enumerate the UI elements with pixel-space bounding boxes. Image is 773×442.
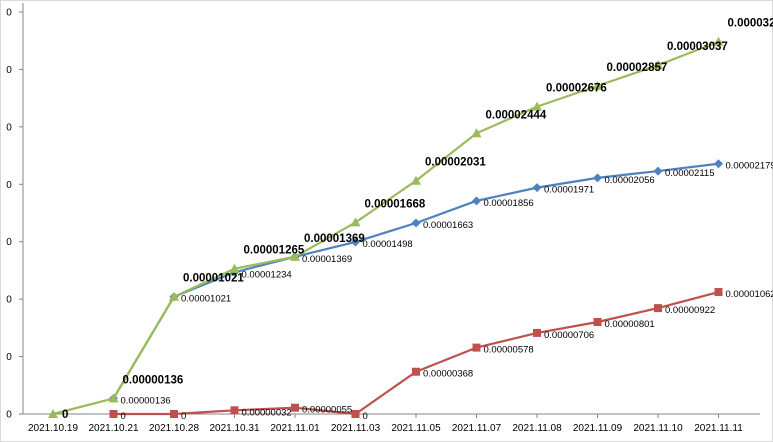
data-label: 0.00002857 [607, 62, 668, 74]
data-point-triangle [290, 251, 300, 261]
data-label: 0.00001265 [244, 245, 305, 257]
x-tick-label: 2021.11.05 [391, 423, 441, 434]
x-tick-label: 2021.10.28 [149, 423, 199, 434]
data-point-triangle [169, 291, 179, 301]
data-point-diamond [411, 218, 421, 228]
data-point-triangle [350, 217, 361, 227]
data-point-diamond [532, 183, 542, 193]
data-label: 0.00001062 [726, 289, 773, 300]
data-labels: 0.000001360.000010210.000012340.00001369… [62, 18, 773, 422]
data-point-diamond [653, 166, 663, 176]
plot-area [48, 36, 724, 418]
data-point-triangle [592, 80, 603, 90]
data-label: 0.00002444 [486, 109, 547, 121]
data-label: 0.00000055 [302, 405, 352, 416]
data-label: 0.00001856 [484, 198, 534, 209]
data-point-triangle [48, 409, 58, 418]
data-point-diamond [714, 159, 723, 169]
data-label: 0.00002056 [605, 175, 655, 186]
data-point-square [654, 304, 662, 313]
y-tick-label: 0 [6, 65, 12, 76]
data-label: 0 [62, 409, 68, 421]
data-label: 0 [363, 411, 368, 422]
data-point-triangle [532, 101, 542, 111]
data-label: 0.00001668 [365, 198, 426, 210]
data-label: 0.00001971 [544, 185, 594, 196]
data-point-diamond [593, 173, 602, 183]
data-label: 0.00000801 [605, 319, 655, 330]
data-label: 0 [181, 411, 186, 422]
y-tick-label: 0 [6, 180, 12, 191]
data-label: 0.00003241 [728, 18, 773, 30]
x-tick-label: 2021.10.31 [209, 423, 259, 434]
y-tick-label: 0 [6, 352, 12, 363]
data-point-square [230, 406, 239, 415]
data-label: 0.00002676 [546, 83, 607, 95]
data-label: 0 [121, 411, 126, 422]
data-point-diamond [472, 196, 481, 206]
x-tick-label: 2021.10.21 [88, 423, 138, 434]
data-label: 0.00001234 [242, 269, 292, 280]
data-point-diamond [351, 237, 360, 247]
data-label: 0.00001369 [302, 254, 352, 265]
x-tick-label: 2021.11.11 [694, 423, 743, 434]
data-point-square [472, 343, 481, 352]
data-point-square [714, 288, 723, 297]
data-label: 0.00001021 [181, 294, 231, 305]
data-label: 0.00001498 [363, 239, 413, 250]
x-tick-label: 2021.11.10 [633, 423, 683, 434]
data-label: 0.00002115 [665, 168, 715, 179]
data-point-square [170, 410, 178, 418]
x-tick-label: 2021.11.07 [452, 423, 502, 434]
data-label: 0.00000136 [123, 374, 184, 386]
data-point-triangle [471, 128, 482, 138]
data-point-triangle [108, 393, 119, 403]
y-tick-label: 0 [6, 237, 12, 248]
x-tick-label: 2021.10.19 [28, 423, 78, 434]
data-point-square [533, 328, 541, 337]
data-label: 0.00003037 [667, 41, 728, 53]
series-2 [48, 36, 724, 418]
data-point-square [593, 317, 602, 326]
data-point-triangle [229, 263, 240, 273]
data-label: 0.00001663 [423, 220, 473, 231]
data-label: 0.00000136 [121, 395, 171, 406]
data-label: 0.00002179 [726, 161, 773, 172]
data-label: 0.00001021 [183, 273, 244, 285]
y-tick-label: 0 [6, 8, 12, 19]
data-label: 0.00001369 [304, 233, 365, 245]
data-point-square [351, 410, 360, 418]
y-tick-label: 0 [6, 295, 12, 306]
data-point-triangle [653, 60, 663, 70]
data-label: 0.00000706 [544, 330, 594, 341]
series-line [52, 40, 719, 416]
data-point-triangle [411, 175, 421, 185]
x-tick-label: 2021.11.01 [270, 423, 320, 434]
data-label: 0.00000578 [484, 345, 534, 356]
data-point-square [109, 410, 118, 418]
data-point-square [412, 367, 420, 376]
data-label: 0.00002031 [425, 157, 486, 169]
data-point-triangle [713, 36, 724, 46]
x-tick-label: 2021.11.03 [331, 423, 381, 434]
x-tick-label: 2021.11.08 [512, 423, 562, 434]
data-label: 0.00000922 [665, 305, 715, 316]
y-tick-label: 0 [6, 122, 12, 133]
data-label: 0.00000032 [242, 407, 292, 418]
data-label: 0.00000368 [423, 369, 473, 380]
data-point-square [291, 403, 299, 412]
y-tick-label: 0 [6, 410, 12, 421]
x-tick-label: 2021.11.09 [573, 423, 623, 434]
series-1 [109, 288, 723, 418]
